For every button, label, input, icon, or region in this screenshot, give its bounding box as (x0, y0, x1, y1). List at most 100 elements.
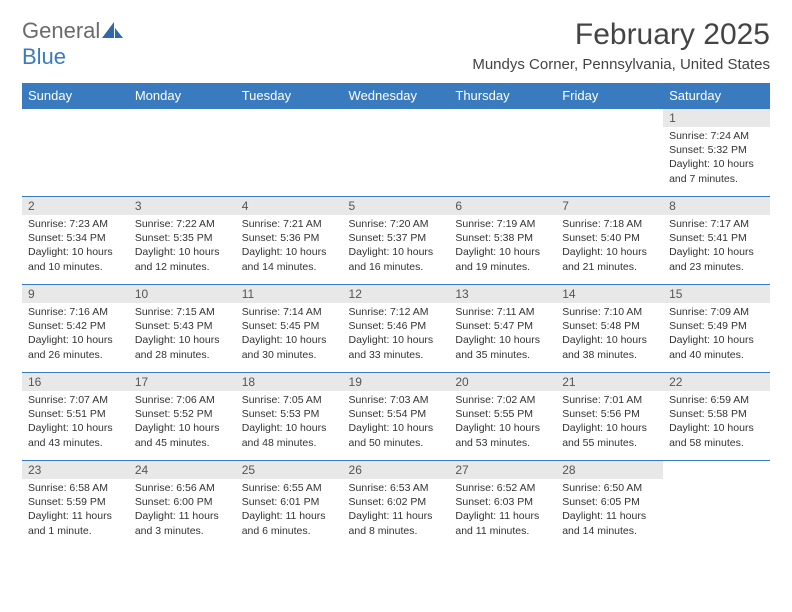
weekday-header: Wednesday (343, 83, 450, 109)
logo-text-blue: Blue (22, 44, 66, 69)
calendar-cell (449, 109, 556, 197)
day-number: 9 (22, 285, 129, 303)
sunrise-text: Sunrise: 6:59 AM (669, 393, 764, 407)
location: Mundys Corner, Pennsylvania, United Stat… (472, 56, 770, 73)
daylight-text-2: and 38 minutes. (562, 348, 657, 362)
day-body: Sunrise: 7:19 AMSunset: 5:38 PMDaylight:… (449, 215, 556, 278)
daylight-text-2: and 8 minutes. (349, 524, 444, 538)
calendar-cell: 5Sunrise: 7:20 AMSunset: 5:37 PMDaylight… (343, 197, 450, 285)
day-number: 24 (129, 461, 236, 479)
title-block: February 2025 Mundys Corner, Pennsylvani… (472, 18, 770, 73)
sunrise-text: Sunrise: 7:07 AM (28, 393, 123, 407)
day-body: Sunrise: 7:06 AMSunset: 5:52 PMDaylight:… (129, 391, 236, 454)
day-number: 22 (663, 373, 770, 391)
calendar-cell: 2Sunrise: 7:23 AMSunset: 5:34 PMDaylight… (22, 197, 129, 285)
day-number: 2 (22, 197, 129, 215)
sunrise-text: Sunrise: 7:24 AM (669, 129, 764, 143)
calendar-cell: 20Sunrise: 7:02 AMSunset: 5:55 PMDayligh… (449, 373, 556, 461)
calendar-cell: 25Sunrise: 6:55 AMSunset: 6:01 PMDayligh… (236, 461, 343, 549)
calendar-cell (663, 461, 770, 549)
day-body: Sunrise: 6:50 AMSunset: 6:05 PMDaylight:… (556, 479, 663, 542)
daylight-text-1: Daylight: 10 hours (562, 421, 657, 435)
weekday-header: Thursday (449, 83, 556, 109)
day-number: 15 (663, 285, 770, 303)
calendar-row: 1Sunrise: 7:24 AMSunset: 5:32 PMDaylight… (22, 109, 770, 197)
calendar-row: 9 Sunrise: 7:16 AMSunset: 5:42 PM Daylight… (22, 285, 770, 373)
calendar-cell: 6Sunrise: 7:19 AMSunset: 5:38 PMDaylight… (449, 197, 556, 285)
calendar-cell: 3Sunrise: 7:22 AMSunset: 5:35 PMDaylight… (129, 197, 236, 285)
sunset-text: Sunset: 5:51 PM (28, 407, 123, 421)
weekday-header: Saturday (663, 83, 770, 109)
sunrise-text: Sunrise: 7:05 AM (242, 393, 337, 407)
calendar-cell: 9Sunrise: 7:16 AMSunset: 5:42 PMDaylight… (22, 285, 129, 373)
calendar-cell: 10Sunrise: 7:15 AMSunset: 5:43 PMDayligh… (129, 285, 236, 373)
day-number: 19 (343, 373, 450, 391)
day-number: 17 (129, 373, 236, 391)
day-body: Sunrise: 7:11 AMSunset: 5:47 PMDaylight:… (449, 303, 556, 366)
daylight-text-2: and 33 minutes. (349, 348, 444, 362)
weekday-header: Tuesday (236, 83, 343, 109)
daylight-text-2: and 23 minutes. (669, 260, 764, 274)
daylight-text-2: and 11 minutes. (455, 524, 550, 538)
sunrise-text: Sunrise: 7:19 AM (455, 217, 550, 231)
day-body: Sunrise: 6:53 AMSunset: 6:02 PMDaylight:… (343, 479, 450, 542)
day-number: 7 (556, 197, 663, 215)
sunrise-text: Sunrise: 7:16 AM (28, 305, 123, 319)
day-number: 23 (22, 461, 129, 479)
daylight-text-2: and 30 minutes. (242, 348, 337, 362)
calendar-cell: 13Sunrise: 7:11 AMSunset: 5:47 PMDayligh… (449, 285, 556, 373)
sunset-text: Sunset: 5:56 PM (562, 407, 657, 421)
sunrise-text: Sunrise: 7:17 AM (669, 217, 764, 231)
daylight-text-2: and 45 minutes. (135, 436, 230, 450)
sunrise-text: Sunrise: 6:53 AM (349, 481, 444, 495)
daylight-text-2: and 6 minutes. (242, 524, 337, 538)
day-body: Sunrise: 7:09 AMSunset: 5:49 PMDaylight:… (663, 303, 770, 366)
day-body: Sunrise: 6:59 AMSunset: 5:58 PMDaylight:… (663, 391, 770, 454)
daylight-text-1: Daylight: 10 hours (135, 245, 230, 259)
daylight-text-2: and 48 minutes. (242, 436, 337, 450)
sunrise-text: Sunrise: 7:18 AM (562, 217, 657, 231)
daylight-text-2: and 19 minutes. (455, 260, 550, 274)
month-title: February 2025 (472, 18, 770, 52)
daylight-text-1: Daylight: 10 hours (669, 333, 764, 347)
day-body: Sunrise: 7:15 AMSunset: 5:43 PMDaylight:… (129, 303, 236, 366)
day-number: 12 (343, 285, 450, 303)
day-body: Sunrise: 6:52 AMSunset: 6:03 PMDaylight:… (449, 479, 556, 542)
logo-sail-icon (102, 22, 124, 38)
sunset-text: Sunset: 5:47 PM (455, 319, 550, 333)
day-number: 26 (343, 461, 450, 479)
day-body: Sunrise: 6:56 AMSunset: 6:00 PMDaylight:… (129, 479, 236, 542)
sunrise-text: Sunrise: 7:12 AM (349, 305, 444, 319)
daylight-text-2: and 28 minutes. (135, 348, 230, 362)
daylight-text-1: Daylight: 10 hours (562, 333, 657, 347)
calendar-cell: 16Sunrise: 7:07 AMSunset: 5:51 PMDayligh… (22, 373, 129, 461)
calendar-cell: 4Sunrise: 7:21 AMSunset: 5:36 PMDaylight… (236, 197, 343, 285)
sunset-text: Sunset: 5:55 PM (455, 407, 550, 421)
day-number: 10 (129, 285, 236, 303)
day-number: 16 (22, 373, 129, 391)
sunrise-text: Sunrise: 7:02 AM (455, 393, 550, 407)
daylight-text-1: Daylight: 10 hours (242, 421, 337, 435)
sunset-text: Sunset: 5:58 PM (669, 407, 764, 421)
sunset-text: Sunset: 5:41 PM (669, 231, 764, 245)
day-body: Sunrise: 7:01 AMSunset: 5:56 PMDaylight:… (556, 391, 663, 454)
daylight-text-1: Daylight: 11 hours (455, 509, 550, 523)
daylight-text-2: and 43 minutes. (28, 436, 123, 450)
sunset-text: Sunset: 6:03 PM (455, 495, 550, 509)
weekday-header: Monday (129, 83, 236, 109)
day-body: Sunrise: 7:22 AMSunset: 5:35 PMDaylight:… (129, 215, 236, 278)
sunrise-text: Sunrise: 7:06 AM (135, 393, 230, 407)
sunrise-text: Sunrise: 7:14 AM (242, 305, 337, 319)
daylight-text-1: Daylight: 10 hours (455, 245, 550, 259)
daylight-text-1: Daylight: 11 hours (135, 509, 230, 523)
sunset-text: Sunset: 5:42 PM (28, 319, 123, 333)
sunrise-text: Sunrise: 6:52 AM (455, 481, 550, 495)
daylight-text-1: Daylight: 10 hours (349, 421, 444, 435)
calendar-row: 16 Sunrise: 7:07 AMSunset: 5:51 PM Dayligh… (22, 373, 770, 461)
day-body: Sunrise: 6:58 AMSunset: 5:59 PMDaylight:… (22, 479, 129, 542)
sunset-text: Sunset: 5:48 PM (562, 319, 657, 333)
daylight-text-1: Daylight: 10 hours (669, 157, 764, 171)
daylight-text-2: and 12 minutes. (135, 260, 230, 274)
daylight-text-1: Daylight: 10 hours (349, 245, 444, 259)
sunset-text: Sunset: 6:01 PM (242, 495, 337, 509)
